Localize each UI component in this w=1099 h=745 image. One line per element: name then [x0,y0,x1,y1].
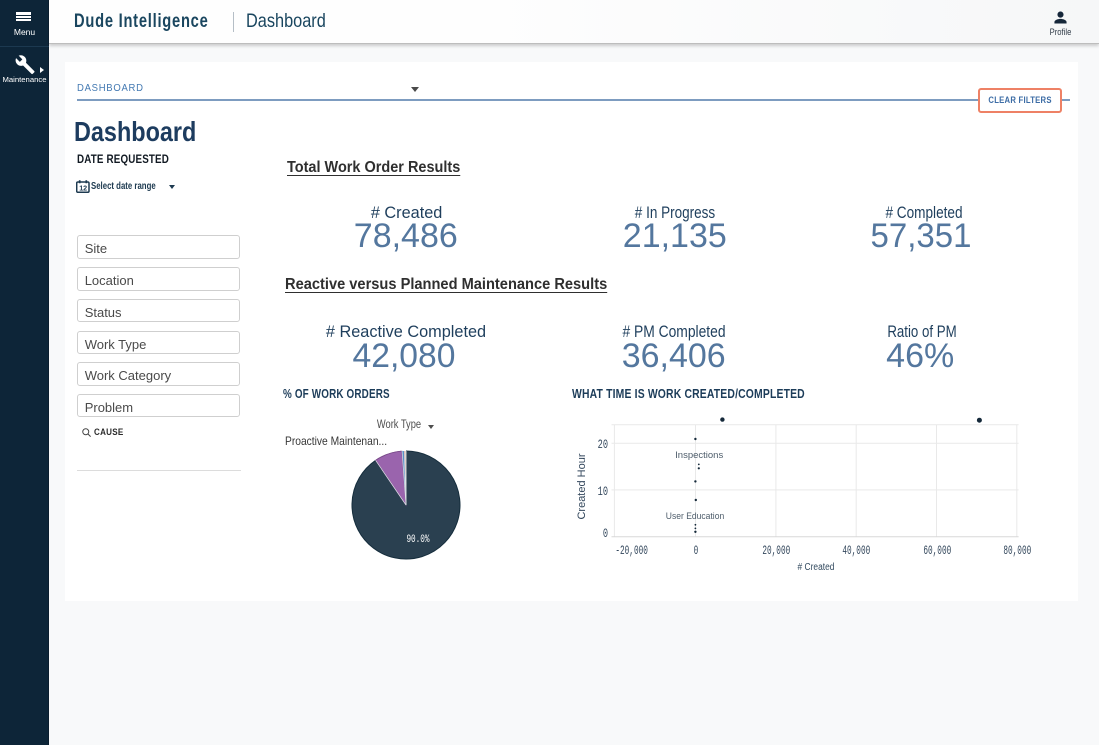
svg-text:12: 12 [79,183,87,192]
